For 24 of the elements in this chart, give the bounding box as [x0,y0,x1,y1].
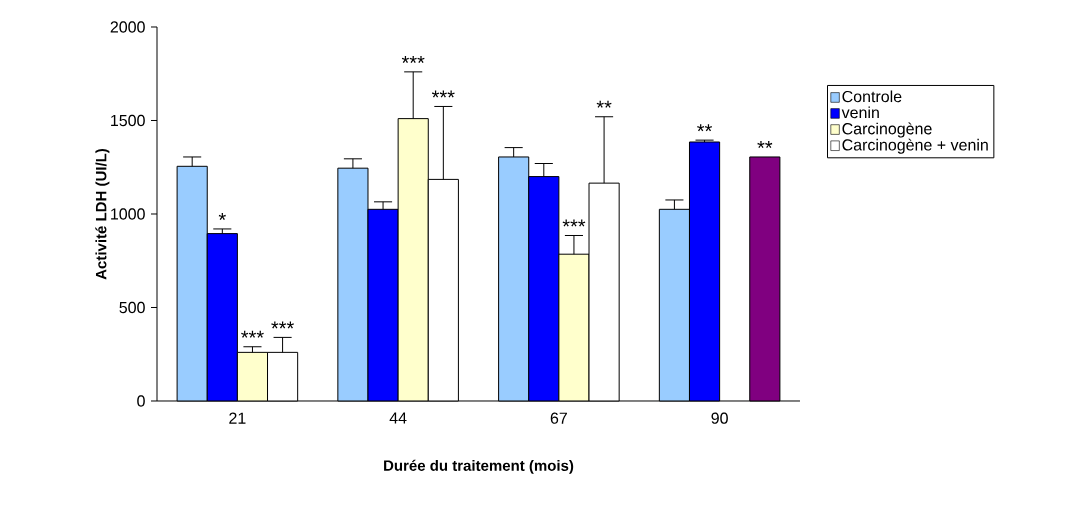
annotation: *** [432,90,455,98]
y-axis-title: Activité LDH (UI/L) [95,148,110,280]
x-tick-label: 44 [389,412,407,424]
y-tick-label: 1000 [111,208,145,220]
legend-label: Carcinogène [842,122,932,138]
data-label: ** [757,141,773,149]
legend-label: Controle [842,90,902,103]
y-tick-label: 2000 [110,21,145,33]
data-label: ** [697,124,713,132]
x-tick-label: 67 [550,412,567,424]
annotation: ** [596,100,612,108]
data-label: * [218,213,226,221]
legend-label: Carcinogène + venin [842,138,988,154]
x-tick-label: 90 [711,412,728,424]
data-label: *** [241,330,264,338]
y-tick-label: 0 [137,395,145,407]
data-label: *** [562,219,586,227]
legend-label: venin [841,106,879,119]
data-label: *** [401,55,425,63]
y-tick-label: 500 [119,301,145,314]
x-axis-title: Durée du traitement (mois) [384,459,574,474]
y-tick-label: 1500 [111,114,145,127]
data-label: *** [271,321,294,329]
x-tick-label: 21 [229,412,246,424]
